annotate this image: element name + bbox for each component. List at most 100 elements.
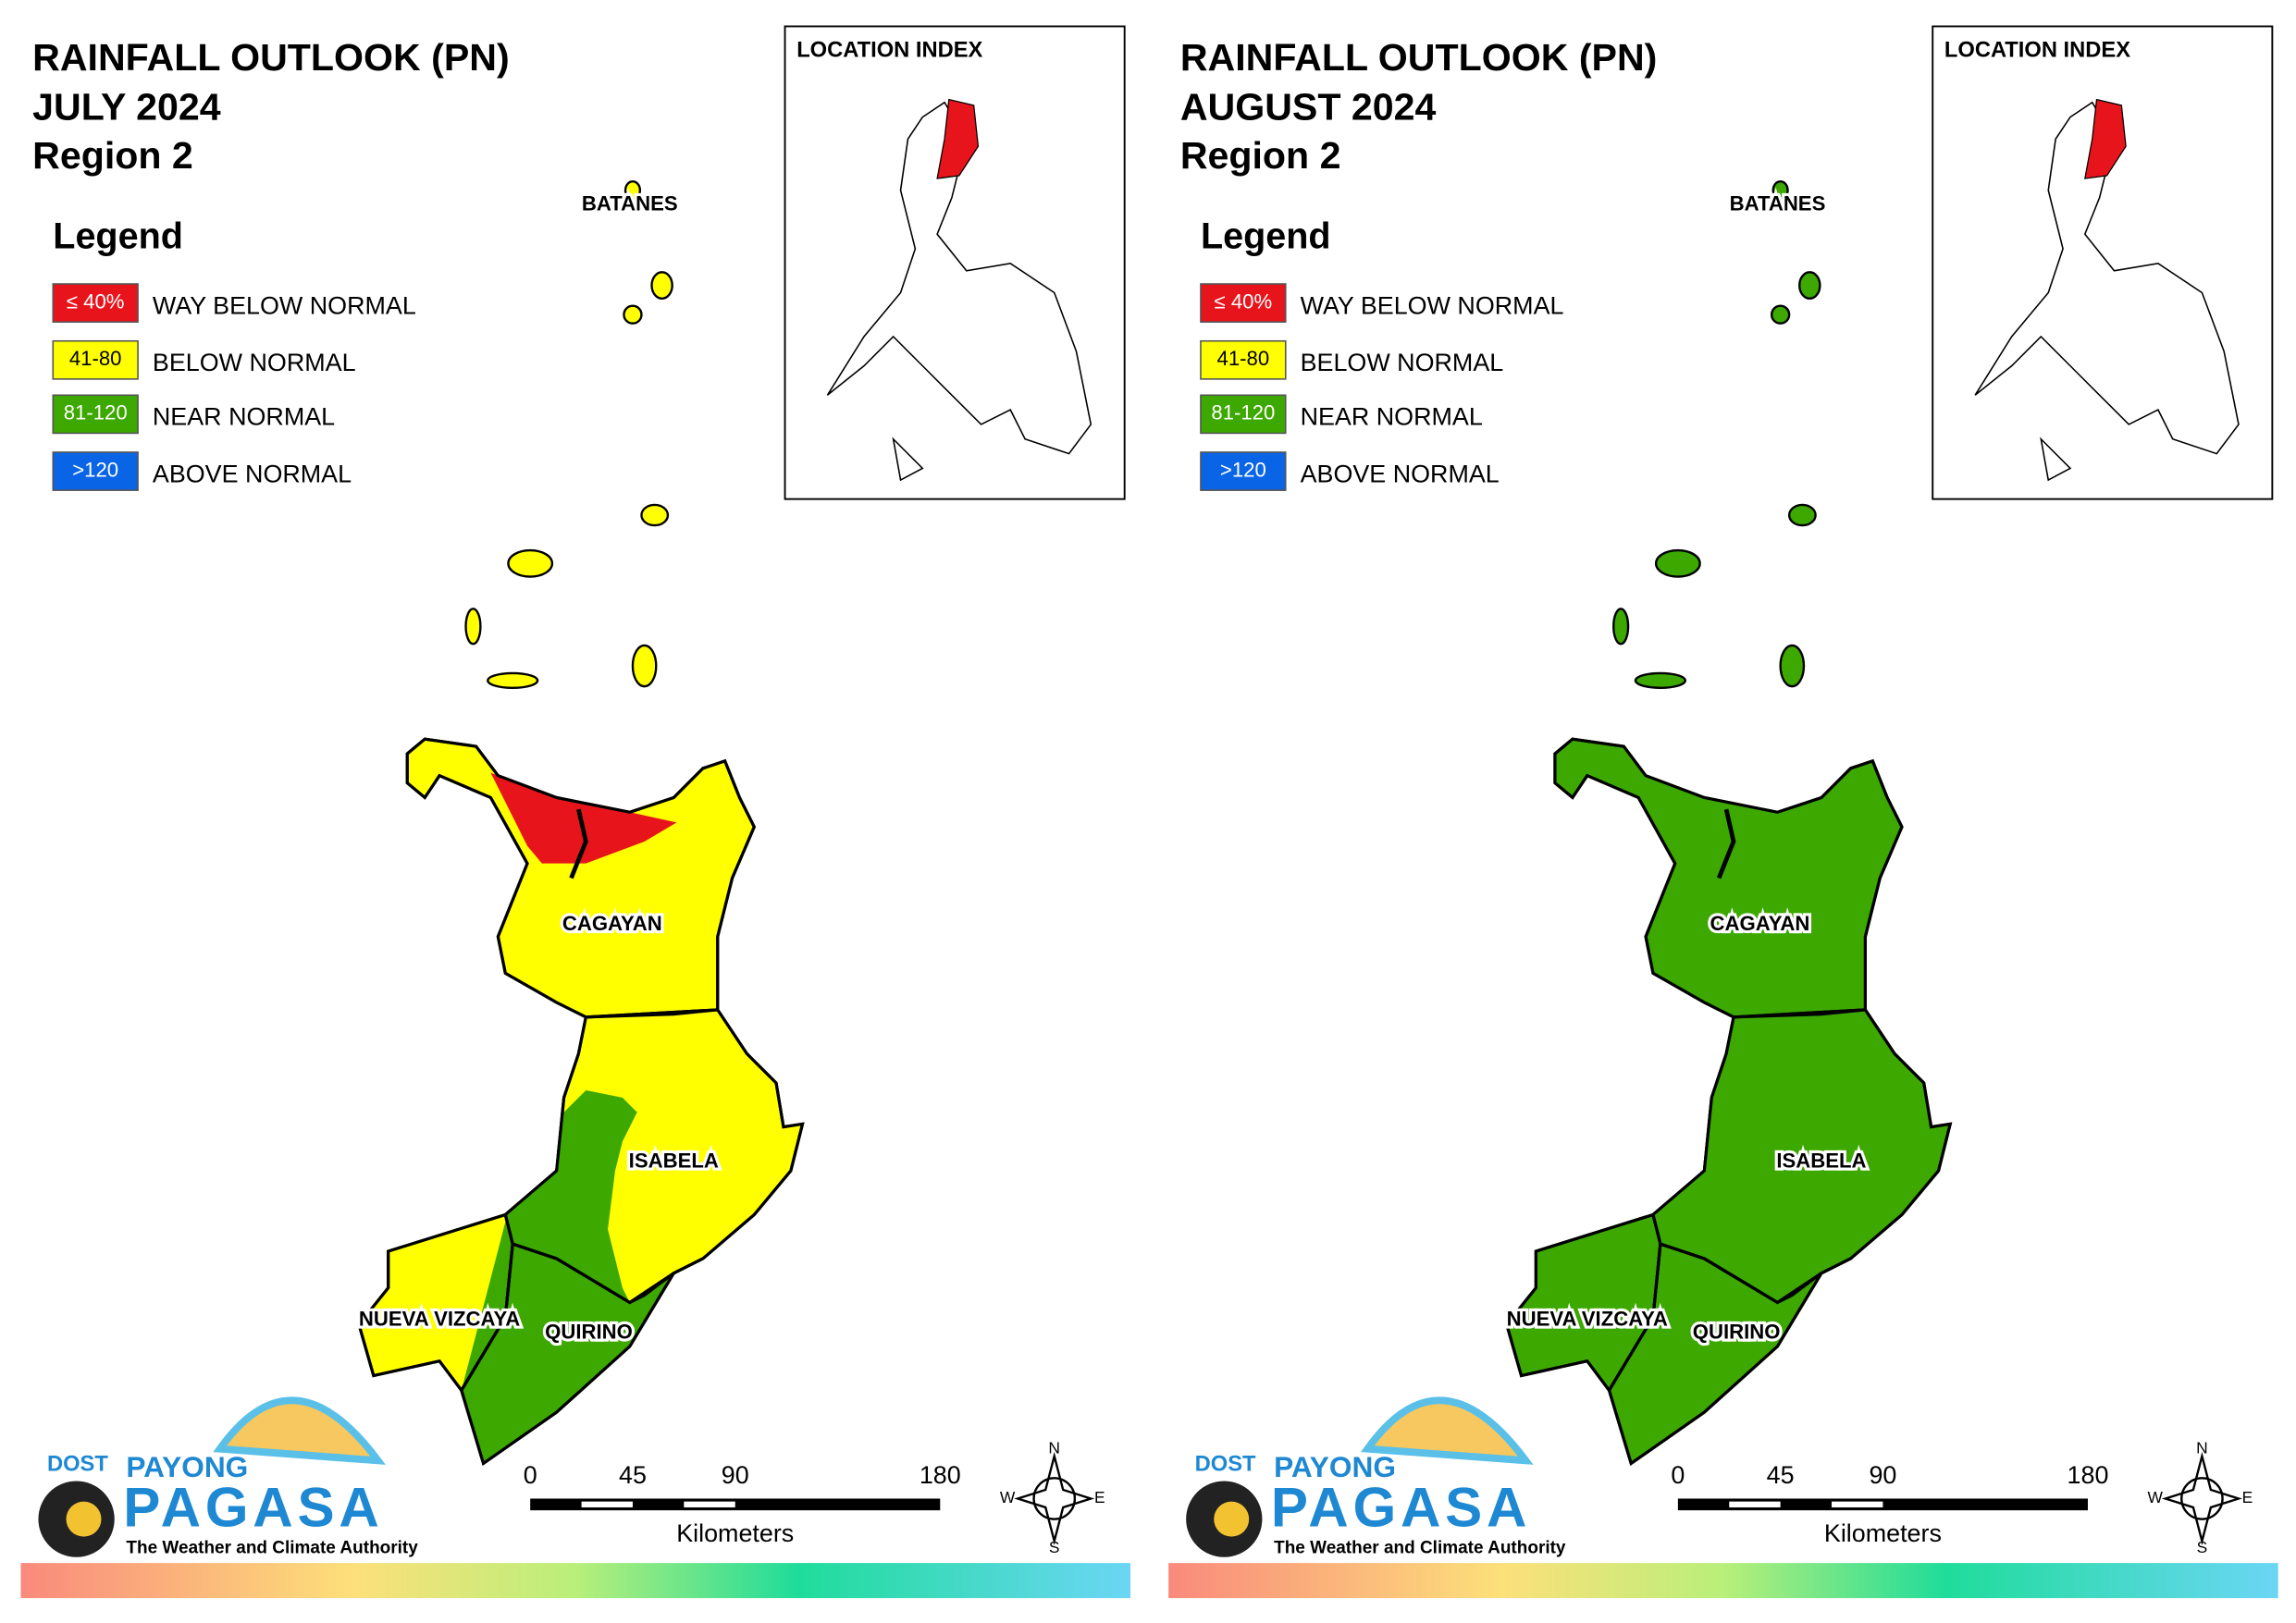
inset-region [2084, 98, 2127, 179]
province-label: BATANES [582, 191, 678, 215]
province-label: BATANES [1730, 191, 1826, 215]
map-region: Region 2 [1180, 134, 1341, 177]
compass-rose [1014, 1451, 1095, 1546]
province-label: NUEVA VIZCAYA [1507, 1307, 1668, 1330]
province-isabela-west [505, 1089, 637, 1303]
scale-tick-label: 180 [920, 1461, 961, 1489]
legend-swatch [52, 451, 139, 491]
island [640, 503, 670, 527]
province-border [1607, 1242, 1823, 1467]
scale-tick-label: 180 [2068, 1461, 2109, 1489]
legend-swatch [1200, 283, 1287, 323]
legend-label: BELOW NORMAL [153, 349, 356, 376]
province-label: CAGAYAN [562, 912, 662, 935]
scale-tick-label: 0 [524, 1461, 537, 1489]
island [1654, 548, 1701, 578]
province-nv-east [1609, 1222, 1660, 1398]
map-region: Region 2 [32, 134, 193, 177]
legend-label: BELOW NORMAL [1301, 349, 1504, 376]
legend-swatch [1200, 339, 1287, 380]
province-cagayan-north [490, 772, 677, 864]
legend-swatch-label: 41-80 [69, 347, 122, 370]
compass-ring [1032, 1477, 1077, 1520]
logo-dost: DOST [1195, 1452, 1256, 1476]
legend-swatch-label: >120 [72, 458, 118, 481]
legend-swatch [1200, 394, 1287, 435]
umbrella [1361, 1396, 1534, 1465]
legend-swatch [52, 394, 139, 435]
river-line [1716, 808, 1736, 879]
logo-pagasa: PAGASA [123, 1477, 383, 1539]
island [487, 671, 539, 689]
province-label: NUEVA VIZCAYA [359, 1307, 520, 1330]
island [623, 304, 643, 325]
logo-pagasa: PAGASA [1271, 1477, 1531, 1539]
scale-tick-label: 90 [722, 1461, 749, 1489]
color-band [1168, 1563, 2278, 1599]
compass-label: S [1049, 1538, 1060, 1556]
legend-swatch-label: 81-120 [1211, 401, 1275, 424]
scale-segment [1729, 1501, 1781, 1507]
legend-swatch [1200, 451, 1287, 491]
legend-title: Legend [1201, 215, 1331, 256]
map-title: RAINFALL OUTLOOK (PN) [1180, 36, 1658, 79]
province-label: QUIRINO [1693, 1321, 1781, 1344]
map-period: AUGUST 2024 [1180, 86, 1437, 129]
map-panel: RAINFALL OUTLOOK (PN) AUGUST 2024 Region 2… [1168, 25, 2278, 1599]
legend-label: WAY BELOW NORMAL [1301, 291, 1564, 319]
province-cagayan [405, 737, 757, 1019]
island [650, 271, 673, 301]
pagasa-seal [66, 1501, 102, 1537]
province-border [460, 1242, 675, 1467]
scale-tick-label: 45 [619, 1461, 647, 1489]
compass-label: W [1000, 1488, 1016, 1506]
island [623, 180, 642, 201]
inset-region [936, 98, 980, 179]
logo-dost: DOST [47, 1452, 108, 1476]
inset-country [826, 101, 1092, 482]
province-cagayan-north [1638, 772, 1825, 864]
legend-swatch-label: ≤ 40% [67, 289, 125, 313]
map-panel: RAINFALL OUTLOOK (PN) JULY 2024 Region 2 Le… [20, 25, 1131, 1599]
compass-label: N [2196, 1438, 2208, 1457]
scale-segment [684, 1501, 735, 1507]
island [1770, 304, 1791, 325]
umbrella [213, 1396, 386, 1465]
legend-swatch [52, 283, 139, 323]
river-line [569, 808, 588, 879]
inset-title: LOCATION INDEX [796, 39, 982, 63]
scale-segment [1832, 1501, 1883, 1507]
province-isabela-west [1652, 1089, 1785, 1303]
province-border [1504, 1212, 1662, 1394]
province-label: ISABELA [629, 1149, 719, 1172]
compass-ring [2180, 1477, 2224, 1520]
logo-tagline: The Weather and Climate Authority [126, 1538, 418, 1557]
legend-label: NEAR NORMAL [153, 403, 335, 431]
legend-label: WAY BELOW NORMAL [153, 291, 416, 319]
compass-label: N [1048, 1438, 1060, 1457]
province-border [357, 1212, 514, 1394]
legend-swatch-label: ≤ 40% [1215, 289, 1273, 313]
compass-label: S [2197, 1538, 2208, 1556]
scale-tick-label: 45 [1767, 1461, 1795, 1489]
island [1612, 608, 1630, 646]
scale-tick-label: 90 [1869, 1461, 1896, 1489]
province-nv-east [461, 1222, 513, 1398]
compass-label: E [2242, 1488, 2253, 1506]
island [1771, 180, 1789, 201]
logo-payong: PAYONG [1274, 1450, 1396, 1483]
scale-segment [581, 1501, 633, 1507]
scale-unit: Kilometers [1824, 1519, 1942, 1547]
compass-label: W [2148, 1488, 2164, 1506]
island [1779, 644, 1806, 688]
island [1634, 671, 1686, 689]
compass-label: E [1094, 1488, 1105, 1506]
inset-title: LOCATION INDEX [1944, 39, 2130, 63]
island [1787, 503, 1817, 527]
scale-unit: Kilometers [676, 1519, 794, 1547]
legend-swatch [52, 339, 139, 380]
island [507, 548, 554, 578]
province-border [405, 737, 757, 1019]
province-cagayan [1553, 737, 1904, 1019]
